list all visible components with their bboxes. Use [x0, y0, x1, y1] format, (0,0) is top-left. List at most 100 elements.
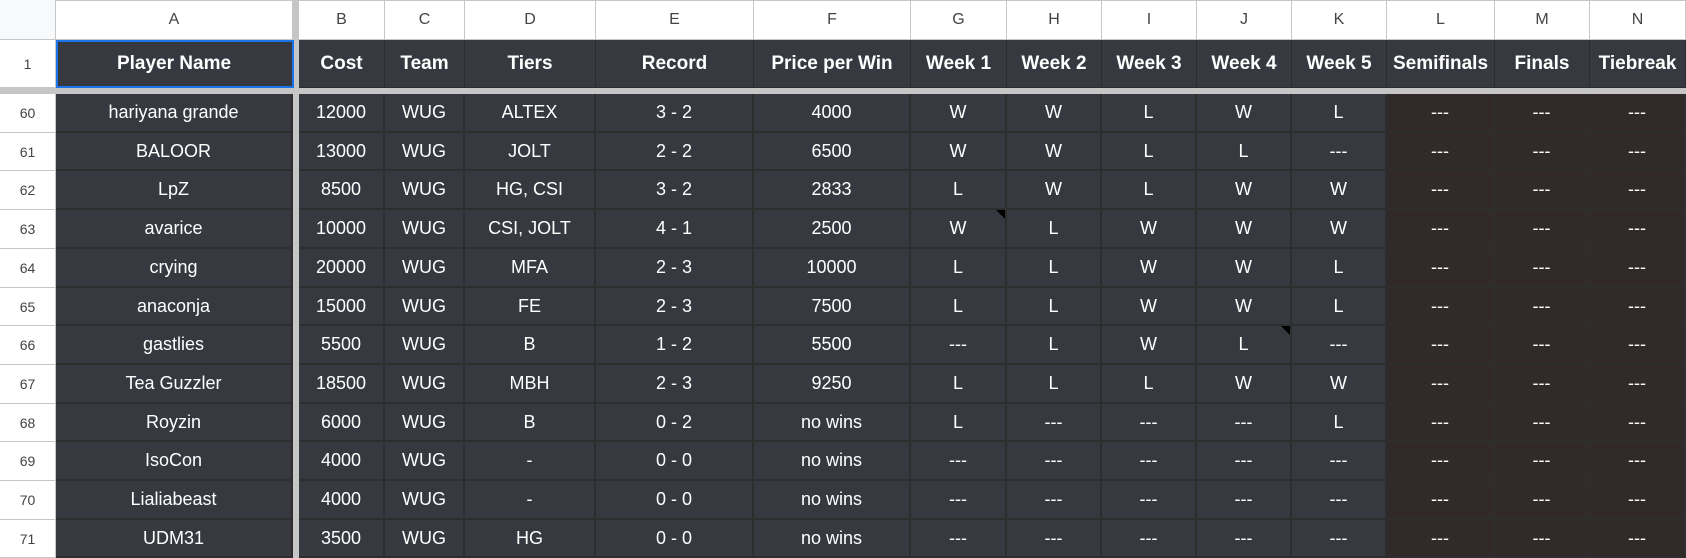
cell-E70[interactable]: 0 - 0 — [596, 481, 754, 520]
cell-H66[interactable]: L — [1007, 326, 1102, 365]
header-cell-B[interactable]: Cost — [299, 40, 385, 88]
cell-J62[interactable]: W — [1197, 171, 1292, 210]
cell-E66[interactable]: 1 - 2 — [596, 326, 754, 365]
cell-G66[interactable]: --- — [911, 326, 1007, 365]
cell-D70[interactable]: - — [465, 481, 596, 520]
cell-L66[interactable]: --- — [1387, 326, 1495, 365]
cell-A63[interactable]: avarice — [56, 210, 293, 249]
cell-M70[interactable]: --- — [1495, 481, 1590, 520]
row-header-65[interactable]: 65 — [0, 288, 56, 326]
header-cell-I[interactable]: Week 3 — [1102, 40, 1197, 88]
frozen-row-divider[interactable] — [0, 88, 1686, 94]
cell-H62[interactable]: W — [1007, 171, 1102, 210]
column-header-N[interactable]: N — [1590, 0, 1686, 40]
cell-H65[interactable]: L — [1007, 288, 1102, 326]
cell-A71[interactable]: UDM31 — [56, 520, 293, 558]
cell-G62[interactable]: L — [911, 171, 1007, 210]
cell-G64[interactable]: L — [911, 249, 1007, 288]
cell-I64[interactable]: W — [1102, 249, 1197, 288]
cell-B61[interactable]: 13000 — [299, 133, 385, 171]
cell-B64[interactable]: 20000 — [299, 249, 385, 288]
cell-I70[interactable]: --- — [1102, 481, 1197, 520]
column-header-E[interactable]: E — [596, 0, 754, 40]
cell-G60[interactable]: W — [911, 94, 1007, 133]
comment-indicator-icon[interactable] — [1281, 326, 1290, 335]
cell-E60[interactable]: 3 - 2 — [596, 94, 754, 133]
cell-N71[interactable]: --- — [1590, 520, 1686, 558]
row-header-68[interactable]: 68 — [0, 404, 56, 442]
cell-F61[interactable]: 6500 — [754, 133, 911, 171]
cell-K69[interactable]: --- — [1292, 442, 1387, 481]
cell-H61[interactable]: W — [1007, 133, 1102, 171]
cell-M65[interactable]: --- — [1495, 288, 1590, 326]
cell-H64[interactable]: L — [1007, 249, 1102, 288]
cell-N68[interactable]: --- — [1590, 404, 1686, 442]
cell-C61[interactable]: WUG — [385, 133, 465, 171]
cell-I68[interactable]: --- — [1102, 404, 1197, 442]
cell-G61[interactable]: W — [911, 133, 1007, 171]
header-cell-E[interactable]: Record — [596, 40, 754, 88]
row-header-60[interactable]: 60 — [0, 94, 56, 133]
cell-D68[interactable]: B — [465, 404, 596, 442]
cell-M68[interactable]: --- — [1495, 404, 1590, 442]
cell-M64[interactable]: --- — [1495, 249, 1590, 288]
cell-K64[interactable]: L — [1292, 249, 1387, 288]
cell-H63[interactable]: L — [1007, 210, 1102, 249]
header-cell-J[interactable]: Week 4 — [1197, 40, 1292, 88]
cell-J67[interactable]: W — [1197, 365, 1292, 404]
cell-L68[interactable]: --- — [1387, 404, 1495, 442]
cell-I69[interactable]: --- — [1102, 442, 1197, 481]
cell-K66[interactable]: --- — [1292, 326, 1387, 365]
row-header-71[interactable]: 71 — [0, 520, 56, 558]
cell-E71[interactable]: 0 - 0 — [596, 520, 754, 558]
cell-J69[interactable]: --- — [1197, 442, 1292, 481]
cell-M67[interactable]: --- — [1495, 365, 1590, 404]
cell-J71[interactable]: --- — [1197, 520, 1292, 558]
header-cell-M[interactable]: Finals — [1495, 40, 1590, 88]
header-cell-H[interactable]: Week 2 — [1007, 40, 1102, 88]
cell-E68[interactable]: 0 - 2 — [596, 404, 754, 442]
cell-N63[interactable]: --- — [1590, 210, 1686, 249]
row-header-66[interactable]: 66 — [0, 326, 56, 365]
column-header-A[interactable]: A — [56, 0, 293, 40]
cell-K68[interactable]: L — [1292, 404, 1387, 442]
cell-B63[interactable]: 10000 — [299, 210, 385, 249]
cell-A70[interactable]: Lialiabeast — [56, 481, 293, 520]
cell-L61[interactable]: --- — [1387, 133, 1495, 171]
cell-C70[interactable]: WUG — [385, 481, 465, 520]
row-header-62[interactable]: 62 — [0, 171, 56, 210]
cell-A64[interactable]: crying — [56, 249, 293, 288]
cell-C60[interactable]: WUG — [385, 94, 465, 133]
cell-N70[interactable]: --- — [1590, 481, 1686, 520]
cell-G67[interactable]: L — [911, 365, 1007, 404]
cell-C64[interactable]: WUG — [385, 249, 465, 288]
header-cell-K[interactable]: Week 5 — [1292, 40, 1387, 88]
cell-M62[interactable]: --- — [1495, 171, 1590, 210]
column-header-F[interactable]: F — [754, 0, 911, 40]
cell-A66[interactable]: gastlies — [56, 326, 293, 365]
cell-J60[interactable]: W — [1197, 94, 1292, 133]
cell-E62[interactable]: 3 - 2 — [596, 171, 754, 210]
frozen-column-divider[interactable] — [293, 0, 299, 558]
cell-K65[interactable]: L — [1292, 288, 1387, 326]
row-header-70[interactable]: 70 — [0, 481, 56, 520]
cell-A65[interactable]: anaconja — [56, 288, 293, 326]
header-cell-C[interactable]: Team — [385, 40, 465, 88]
cell-M71[interactable]: --- — [1495, 520, 1590, 558]
cell-D71[interactable]: HG — [465, 520, 596, 558]
column-header-H[interactable]: H — [1007, 0, 1102, 40]
cell-H70[interactable]: --- — [1007, 481, 1102, 520]
cell-K70[interactable]: --- — [1292, 481, 1387, 520]
cell-M61[interactable]: --- — [1495, 133, 1590, 171]
cell-J65[interactable]: W — [1197, 288, 1292, 326]
cell-M60[interactable]: --- — [1495, 94, 1590, 133]
cell-C67[interactable]: WUG — [385, 365, 465, 404]
cell-N62[interactable]: --- — [1590, 171, 1686, 210]
cell-M63[interactable]: --- — [1495, 210, 1590, 249]
cell-I66[interactable]: W — [1102, 326, 1197, 365]
cell-K71[interactable]: --- — [1292, 520, 1387, 558]
cell-B65[interactable]: 15000 — [299, 288, 385, 326]
cell-N65[interactable]: --- — [1590, 288, 1686, 326]
cell-L60[interactable]: --- — [1387, 94, 1495, 133]
cell-D63[interactable]: CSI, JOLT — [465, 210, 596, 249]
